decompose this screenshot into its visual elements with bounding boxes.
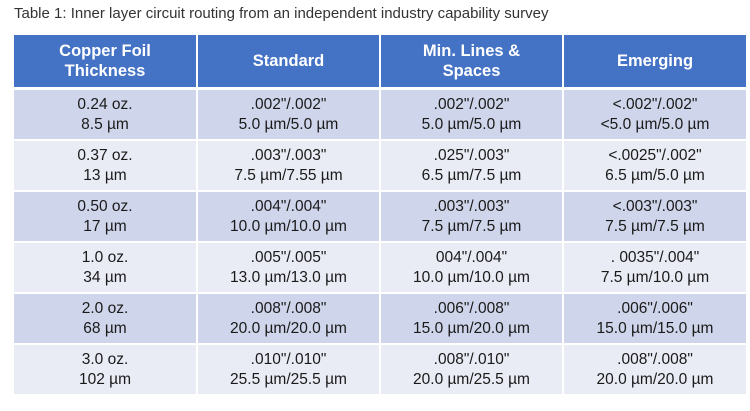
cell-line: .003"/.003": [433, 197, 510, 215]
header-line: Copper Foil: [59, 42, 151, 60]
routing-capability-table: Copper Foil Thickness Standard Min. Line…: [14, 35, 746, 396]
cell-line: <.002"/.002": [612, 95, 698, 113]
table-caption: Table 1: Inner layer circuit routing fro…: [14, 5, 549, 22]
cell-line: 0.50 oz.: [77, 197, 133, 215]
cell-line: 5.0 µm/5.0 µm: [421, 115, 522, 133]
cell-line: 8.5 µm: [81, 115, 129, 133]
cell-line: .006"/.008": [433, 299, 510, 317]
cell-line: . 0035"/.004": [610, 248, 700, 266]
table-row: 2.0 oz. 68 µm .008"/.008" 20.0 µm/20.0 µm …: [14, 293, 746, 345]
cell-emerging: <.002"/.002" <5.0 µm/5.0 µm: [563, 88, 746, 141]
cell-line: 7.5 µm/7.5 µm: [605, 217, 705, 235]
cell-emerging: <.0025"/.002" 6.5 µm/5.0 µm: [563, 140, 746, 192]
cell-line: <.0025"/.002": [608, 146, 702, 164]
cell-line: .004"/.004": [250, 197, 327, 215]
cell-copper-foil: 2.0 oz. 68 µm: [14, 293, 198, 345]
header-line: Thickness: [64, 62, 146, 80]
cell-min-lines-spaces: .003"/.003" 7.5 µm/7.5 µm: [380, 191, 564, 243]
cell-line: 13.0 µm/13.0 µm: [230, 268, 347, 286]
cell-line: 5.0 µm/5.0 µm: [238, 115, 339, 133]
cell-line: 15.0 µm/20.0 µm: [413, 319, 530, 337]
header-standard: Standard: [197, 35, 381, 90]
cell-copper-foil: 0.24 oz. 8.5 µm: [14, 88, 198, 141]
header-row: Copper Foil Thickness Standard Min. Line…: [14, 35, 746, 90]
cell-standard: .008"/.008" 20.0 µm/20.0 µm: [197, 293, 381, 345]
cell-line: 7.5 µm/7.5 µm: [421, 217, 522, 235]
cell-line: 17 µm: [83, 217, 127, 235]
cell-min-lines-spaces: .002"/.002" 5.0 µm/5.0 µm: [380, 88, 564, 141]
cell-emerging: <.003"/.003" 7.5 µm/7.5 µm: [563, 191, 746, 243]
header-line: Spaces: [442, 62, 501, 80]
cell-line: .025"/.003": [433, 146, 510, 164]
cell-line: 34 µm: [83, 268, 127, 286]
cell-line: 15.0 µm/15.0 µm: [596, 319, 714, 337]
header-emerging: Emerging: [563, 35, 746, 90]
cell-emerging: .008"/.008" 20.0 µm/20.0 µm: [563, 344, 746, 396]
cell-line: 004"/.004": [435, 248, 508, 266]
cell-line: 25.5 µm/25.5 µm: [230, 370, 347, 388]
table-row: 0.50 oz. 17 µm .004"/.004" 10.0 µm/10.0 µm…: [14, 191, 746, 243]
cell-line: 13 µm: [83, 166, 127, 184]
cell-line: 20.0 µm/20.0 µm: [230, 319, 347, 337]
cell-line: 7.5 µm/10.0 µm: [600, 268, 710, 286]
cell-line: .002"/.002": [433, 95, 510, 113]
cell-line: .008"/.008": [250, 299, 327, 317]
cell-line: 10.0 µm/10.0 µm: [413, 268, 530, 286]
cell-line: 3.0 oz.: [81, 350, 129, 368]
cell-emerging: .006"/.006" 15.0 µm/15.0 µm: [563, 293, 746, 345]
cell-line: 0.37 oz.: [77, 146, 133, 164]
cell-line: 102 µm: [78, 370, 131, 388]
cell-line: .010"/.010": [250, 350, 327, 368]
table-row: 1.0 oz. 34 µm .005"/.005" 13.0 µm/13.0 µm …: [14, 242, 746, 294]
table-row: 3.0 oz. 102 µm .010"/.010" 25.5 µm/25.5 µm…: [14, 344, 746, 396]
cell-copper-foil: 3.0 oz. 102 µm: [14, 344, 198, 396]
cell-line: .006"/.006": [617, 299, 693, 317]
cell-min-lines-spaces: .006"/.008" 15.0 µm/20.0 µm: [380, 293, 564, 345]
table-row: 0.24 oz. 8.5 µm .002"/.002" 5.0 µm/5.0 µm …: [14, 88, 746, 141]
header-line: Min. Lines &: [422, 42, 521, 60]
cell-standard: .010"/.010" 25.5 µm/25.5 µm: [197, 344, 381, 396]
header-line: Standard: [252, 52, 325, 70]
cell-min-lines-spaces: .008"/.010" 20.0 µm/25.5 µm: [380, 344, 564, 396]
cell-copper-foil: 0.37 oz. 13 µm: [14, 140, 198, 192]
cell-line: 6.5 µm/7.5 µm: [421, 166, 522, 184]
cell-standard: .002"/.002" 5.0 µm/5.0 µm: [197, 88, 381, 141]
cell-emerging: . 0035"/.004" 7.5 µm/10.0 µm: [563, 242, 746, 294]
header-line: Emerging: [616, 52, 694, 70]
cell-line: .008"/.010": [433, 350, 510, 368]
cell-line: 0.24 oz.: [77, 95, 133, 113]
cell-copper-foil: 0.50 oz. 17 µm: [14, 191, 198, 243]
cell-line: <.003"/.003": [612, 197, 698, 215]
cell-line: 10.0 µm/10.0 µm: [230, 217, 347, 235]
cell-line: .002"/.002": [250, 95, 327, 113]
header-copper-foil-thickness: Copper Foil Thickness: [14, 35, 198, 90]
cell-copper-foil: 1.0 oz. 34 µm: [14, 242, 198, 294]
cell-standard: .005"/.005" 13.0 µm/13.0 µm: [197, 242, 381, 294]
cell-line: 20.0 µm/25.5 µm: [413, 370, 530, 388]
cell-line: 6.5 µm/5.0 µm: [605, 166, 705, 184]
cell-line: 20.0 µm/20.0 µm: [596, 370, 714, 388]
cell-min-lines-spaces: .025"/.003" 6.5 µm/7.5 µm: [380, 140, 564, 192]
cell-line: 7.5 µm/7.55 µm: [234, 166, 343, 184]
cell-line: 68 µm: [83, 319, 127, 337]
cell-line: .008"/.008": [617, 350, 693, 368]
table-row: 0.37 oz. 13 µm .003"/.003" 7.5 µm/7.55 µm …: [14, 140, 746, 192]
cell-line: 2.0 oz.: [81, 299, 129, 317]
cell-line: 1.0 oz.: [81, 248, 129, 266]
cell-min-lines-spaces: 004"/.004" 10.0 µm/10.0 µm: [380, 242, 564, 294]
cell-line: <5.0 µm/5.0 µm: [600, 115, 710, 133]
cell-standard: .004"/.004" 10.0 µm/10.0 µm: [197, 191, 381, 243]
cell-line: .005"/.005": [250, 248, 327, 266]
cell-standard: .003"/.003" 7.5 µm/7.55 µm: [197, 140, 381, 192]
header-min-lines-spaces: Min. Lines & Spaces: [380, 35, 564, 90]
cell-line: .003"/.003": [250, 146, 327, 164]
